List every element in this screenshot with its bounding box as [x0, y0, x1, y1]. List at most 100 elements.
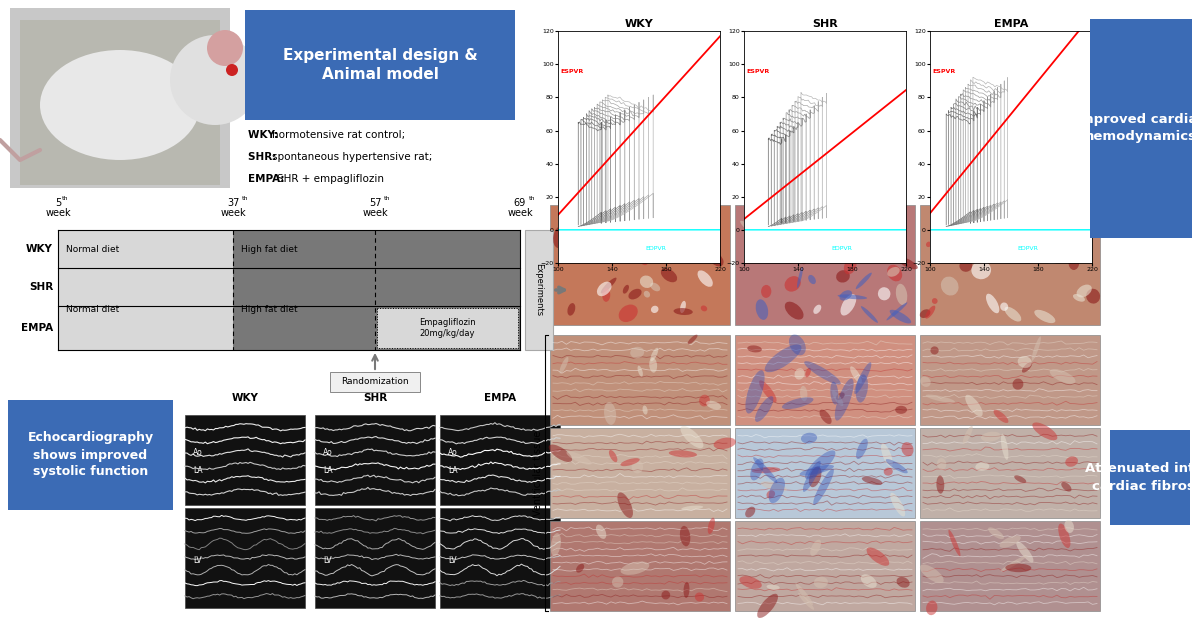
- Ellipse shape: [988, 527, 1004, 539]
- Bar: [550, 428, 730, 518]
- Ellipse shape: [930, 346, 938, 354]
- Ellipse shape: [1073, 294, 1085, 302]
- Text: High fat diet: High fat diet: [241, 245, 298, 254]
- Ellipse shape: [814, 305, 821, 314]
- Ellipse shape: [703, 235, 716, 251]
- Ellipse shape: [878, 287, 890, 300]
- Text: 69: 69: [514, 198, 526, 208]
- Ellipse shape: [623, 285, 629, 294]
- Text: LA: LA: [448, 466, 457, 475]
- Ellipse shape: [870, 234, 877, 244]
- Ellipse shape: [890, 493, 905, 516]
- Ellipse shape: [869, 229, 878, 247]
- Ellipse shape: [40, 50, 200, 160]
- Ellipse shape: [608, 450, 617, 462]
- Ellipse shape: [596, 282, 612, 296]
- Ellipse shape: [1032, 336, 1040, 361]
- Ellipse shape: [803, 461, 821, 492]
- Ellipse shape: [680, 301, 686, 313]
- Text: EMPA: EMPA: [484, 393, 516, 403]
- Ellipse shape: [764, 344, 802, 372]
- Ellipse shape: [856, 374, 868, 403]
- Ellipse shape: [1013, 379, 1024, 390]
- Ellipse shape: [1001, 556, 1026, 572]
- Ellipse shape: [788, 334, 805, 356]
- Ellipse shape: [886, 459, 907, 473]
- Ellipse shape: [604, 402, 616, 425]
- Ellipse shape: [1018, 356, 1032, 368]
- Text: Echocardiography
shows improved
systolic function: Echocardiography shows improved systolic…: [28, 431, 154, 478]
- Ellipse shape: [809, 466, 822, 487]
- Bar: [440, 508, 560, 608]
- Ellipse shape: [1000, 302, 1008, 311]
- Text: Improved cardiac
hemodynamics: Improved cardiac hemodynamics: [1075, 113, 1200, 143]
- Bar: [245, 10, 515, 120]
- Ellipse shape: [800, 259, 806, 264]
- Text: Normal diet: Normal diet: [66, 245, 119, 254]
- Ellipse shape: [800, 386, 808, 401]
- Ellipse shape: [856, 439, 868, 459]
- Ellipse shape: [960, 260, 972, 272]
- Ellipse shape: [840, 241, 851, 250]
- Ellipse shape: [896, 257, 918, 269]
- Ellipse shape: [838, 294, 868, 299]
- Ellipse shape: [937, 211, 956, 226]
- Text: SHR + empagliflozin: SHR + empagliflozin: [277, 174, 384, 184]
- Ellipse shape: [936, 476, 944, 494]
- Ellipse shape: [994, 410, 1008, 423]
- Ellipse shape: [886, 204, 901, 223]
- Ellipse shape: [631, 460, 643, 473]
- Bar: [734, 521, 916, 611]
- Ellipse shape: [1032, 423, 1057, 440]
- Ellipse shape: [887, 302, 907, 321]
- Ellipse shape: [640, 275, 653, 288]
- Ellipse shape: [588, 212, 601, 228]
- Ellipse shape: [680, 526, 690, 546]
- Ellipse shape: [1058, 523, 1070, 548]
- Ellipse shape: [840, 290, 852, 300]
- Bar: [377, 308, 518, 348]
- Ellipse shape: [601, 277, 617, 294]
- Ellipse shape: [706, 401, 721, 409]
- Ellipse shape: [612, 577, 624, 588]
- Text: SHR:: SHR:: [248, 152, 280, 162]
- Ellipse shape: [794, 227, 799, 232]
- Ellipse shape: [649, 357, 658, 372]
- Ellipse shape: [883, 468, 893, 476]
- Ellipse shape: [668, 450, 697, 458]
- Ellipse shape: [836, 393, 845, 400]
- Title: EMPA: EMPA: [994, 19, 1028, 29]
- Title: WKY: WKY: [625, 19, 653, 29]
- Ellipse shape: [756, 299, 768, 320]
- Text: Normal diet: Normal diet: [66, 304, 119, 314]
- Circle shape: [226, 64, 238, 76]
- Ellipse shape: [857, 205, 870, 218]
- Ellipse shape: [619, 304, 637, 322]
- Ellipse shape: [695, 592, 704, 602]
- Text: Experiments: Experiments: [534, 264, 544, 317]
- Bar: [920, 335, 1100, 425]
- Ellipse shape: [684, 582, 690, 598]
- Ellipse shape: [835, 379, 853, 421]
- Ellipse shape: [1061, 482, 1072, 491]
- Ellipse shape: [840, 294, 857, 316]
- Ellipse shape: [650, 283, 660, 291]
- Ellipse shape: [620, 458, 640, 466]
- Ellipse shape: [794, 368, 805, 379]
- Ellipse shape: [618, 493, 632, 518]
- Ellipse shape: [818, 251, 839, 262]
- Text: 37: 37: [227, 198, 239, 208]
- Text: WKY: WKY: [26, 244, 53, 254]
- Ellipse shape: [661, 268, 677, 282]
- Ellipse shape: [844, 259, 857, 274]
- Ellipse shape: [1090, 223, 1097, 230]
- Ellipse shape: [798, 593, 814, 610]
- Text: EMPA:: EMPA:: [248, 174, 288, 184]
- Ellipse shape: [832, 391, 844, 406]
- Ellipse shape: [700, 394, 710, 406]
- Ellipse shape: [751, 467, 780, 473]
- Text: th: th: [384, 196, 390, 201]
- Bar: [233, 268, 374, 350]
- Text: ESPVR: ESPVR: [560, 69, 584, 74]
- Ellipse shape: [754, 457, 778, 483]
